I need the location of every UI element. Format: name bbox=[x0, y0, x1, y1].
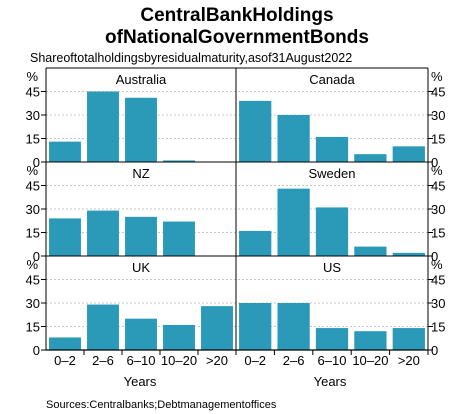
bar-canada-4 bbox=[392, 146, 425, 162]
bar-australia-1 bbox=[87, 91, 119, 162]
bar-sweden-3 bbox=[354, 246, 387, 256]
bar-us-4 bbox=[392, 328, 425, 350]
panel-title-sweden: Sweden bbox=[309, 166, 356, 181]
bar-uk-1 bbox=[87, 304, 119, 350]
panel-title-nz: NZ bbox=[132, 166, 149, 181]
chart-subtitle: Shareoftotalholdingsbyresidualmaturity,a… bbox=[30, 51, 352, 65]
bar-sweden-2 bbox=[315, 207, 349, 256]
y-tick-label-right: 15 bbox=[431, 320, 445, 335]
y-tick-label-left: 15 bbox=[26, 132, 40, 147]
y-unit-left: % bbox=[26, 163, 38, 178]
bar-nz-1 bbox=[87, 210, 119, 256]
x-tick-label: >20 bbox=[398, 353, 420, 368]
y-tick-label-left: 45 bbox=[26, 179, 40, 194]
y-tick-label-left: 0 bbox=[33, 155, 40, 170]
panel-title-canada: Canada bbox=[309, 72, 355, 87]
y-unit-right: % bbox=[431, 257, 443, 272]
panel-title-australia: Australia bbox=[116, 72, 167, 87]
y-unit-left: % bbox=[26, 69, 38, 84]
bar-canada-0 bbox=[239, 100, 272, 162]
bar-australia-0 bbox=[49, 141, 81, 162]
y-tick-label-right: 30 bbox=[431, 296, 445, 311]
bar-us-3 bbox=[354, 331, 387, 350]
bar-sweden-1 bbox=[277, 188, 310, 256]
x-axis-label-right: Years bbox=[314, 374, 347, 389]
y-tick-label-left: 45 bbox=[26, 85, 40, 100]
chart-title-line-1: CentralBankHoldings bbox=[140, 5, 333, 26]
bar-canada-1 bbox=[277, 115, 310, 162]
x-tick-label: 10–20 bbox=[161, 353, 197, 368]
y-unit-right: % bbox=[431, 163, 443, 178]
y-tick-label-right: 15 bbox=[431, 226, 445, 241]
bar-uk-0 bbox=[49, 337, 81, 350]
x-tick-label: 0–2 bbox=[244, 353, 266, 368]
y-tick-label-right: 45 bbox=[431, 85, 445, 100]
y-tick-label-left: 30 bbox=[26, 296, 40, 311]
bar-australia-2 bbox=[125, 97, 157, 162]
x-tick-label: 6–10 bbox=[127, 353, 156, 368]
bar-us-2 bbox=[315, 328, 349, 350]
y-tick-label-right: 45 bbox=[431, 273, 445, 288]
x-tick-label: 10–20 bbox=[352, 353, 388, 368]
y-tick-label-right: 0 bbox=[431, 155, 438, 170]
y-tick-label-left: 15 bbox=[26, 226, 40, 241]
y-tick-label-left: 45 bbox=[26, 273, 40, 288]
y-tick-label-right: 30 bbox=[431, 108, 445, 123]
source-note: Sources:Centralbanks;Debtmanagementoffic… bbox=[46, 399, 277, 411]
bar-nz-2 bbox=[125, 216, 157, 256]
panel-title-uk: UK bbox=[132, 260, 150, 275]
bar-uk-3 bbox=[163, 324, 195, 350]
y-unit-right: % bbox=[431, 69, 443, 84]
y-tick-label-right: 30 bbox=[431, 202, 445, 217]
bar-canada-3 bbox=[354, 154, 387, 162]
bar-sweden-0 bbox=[239, 230, 272, 256]
bar-canada-2 bbox=[315, 136, 349, 162]
bar-nz-3 bbox=[163, 221, 195, 256]
x-tick-label: 2–6 bbox=[92, 353, 114, 368]
x-tick-label: 2–6 bbox=[283, 353, 305, 368]
y-tick-label-left: 0 bbox=[33, 249, 40, 264]
x-tick-label: >20 bbox=[206, 353, 228, 368]
x-axis-label-left: Years bbox=[124, 374, 157, 389]
y-tick-label-left: 30 bbox=[26, 108, 40, 123]
y-tick-label-right: 0 bbox=[431, 343, 438, 358]
bar-us-1 bbox=[277, 303, 310, 350]
y-tick-label-left: 15 bbox=[26, 320, 40, 335]
chart-title-line-2: ofNationalGovernmentBonds bbox=[105, 27, 369, 48]
bar-uk-4 bbox=[201, 306, 233, 350]
bar-uk-2 bbox=[125, 318, 157, 350]
bar-australia-3 bbox=[163, 160, 195, 162]
bar-nz-0 bbox=[49, 218, 81, 256]
y-unit-left: % bbox=[26, 257, 38, 272]
bar-sweden-4 bbox=[392, 252, 425, 256]
y-tick-label-left: 30 bbox=[26, 202, 40, 217]
x-tick-label: 0–2 bbox=[54, 353, 76, 368]
y-tick-label-right: 15 bbox=[431, 132, 445, 147]
y-tick-label-left: 0 bbox=[33, 343, 40, 358]
x-tick-label: 6–10 bbox=[318, 353, 347, 368]
panel-title-us: US bbox=[323, 260, 341, 275]
bar-us-0 bbox=[239, 303, 272, 350]
y-tick-label-right: 45 bbox=[431, 179, 445, 194]
y-tick-label-right: 0 bbox=[431, 249, 438, 264]
